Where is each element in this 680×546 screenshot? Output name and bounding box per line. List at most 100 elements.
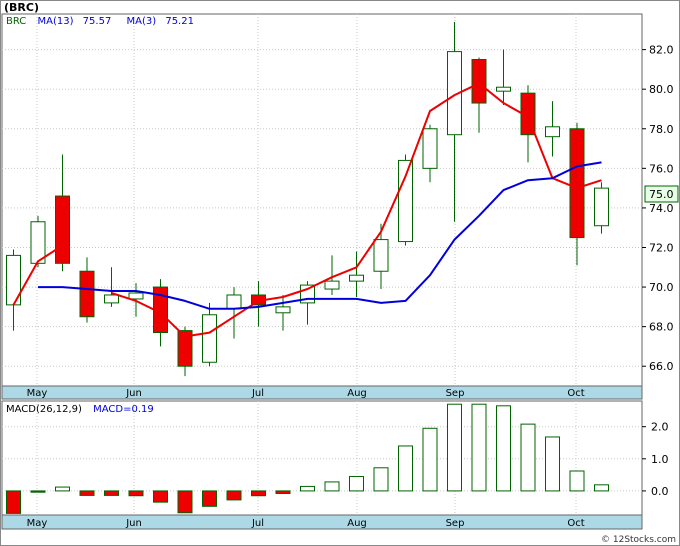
candle-body-24 [594, 187, 609, 227]
macd-tick-label-2: 2.0 [651, 421, 669, 434]
candle-body-22 [545, 126, 560, 138]
candle-24 [594, 182, 609, 234]
candle-body-2 [55, 195, 70, 264]
month-top-aug: Aug [347, 388, 367, 399]
macd-bar-17 [422, 427, 438, 492]
macd-legend-value: MACD=0.19 [93, 404, 154, 415]
candle-body-4 [104, 294, 119, 304]
price-tick-label-3: 72.0 [649, 241, 674, 254]
ma3-line [38, 161, 602, 310]
candle-body-5 [128, 292, 144, 300]
month-axis-bar-bottom [1, 514, 643, 530]
price-tick-label-2: 70.0 [649, 281, 674, 294]
month-labels-bottom: May Jun Jul Aug Sep Oct [27, 518, 585, 529]
macd-bar-21 [520, 423, 536, 492]
candle-16 [398, 154, 413, 246]
last-price-marker: 75.0 [644, 185, 679, 203]
candle-19 [471, 57, 487, 133]
month-bottom-aug: Aug [347, 518, 367, 529]
month-top-oct: Oct [567, 388, 584, 399]
price-tick-label-0: 66.0 [649, 360, 674, 373]
macd-legend-label: MACD(26,12,9) [6, 404, 82, 415]
macd-bar-8 [202, 490, 217, 507]
ticker-title: (BRC) [4, 1, 39, 14]
candlesticks [6, 21, 609, 377]
watermark: © 12Stocks.com [601, 535, 676, 545]
macd-tick-label-0: 0.0 [651, 485, 669, 498]
macd-bar-3 [79, 490, 95, 496]
month-bottom-jun: Jun [125, 518, 142, 529]
month-bottom-oct: Oct [567, 518, 584, 529]
month-axis-bar-top [1, 385, 643, 400]
macd-bar-11 [275, 490, 291, 494]
macd-bar-7 [177, 490, 193, 514]
macd-bar-23 [569, 470, 585, 492]
macd-tick-label-1: 1.0 [651, 453, 669, 466]
month-bottom-jul: Jul [251, 518, 264, 529]
macd-bar-14 [349, 475, 364, 492]
candle-15 [373, 223, 389, 290]
macd-bar-5 [128, 490, 144, 497]
legend-ma3: MA(3) [127, 16, 157, 27]
price-plot-area [1, 13, 643, 387]
ma13-line-1 [111, 82, 602, 338]
macd-legend: MACD(26,12,9) MACD=0.19 [6, 404, 154, 415]
macd-bar-15 [373, 467, 389, 492]
candle-18 [447, 21, 462, 222]
legend-ma3-value: 75.21 [165, 16, 194, 27]
candle-body-7 [177, 330, 193, 367]
candle-body-11 [275, 306, 291, 314]
price-tick-label-6: 78.0 [649, 123, 674, 136]
macd-bar-24 [594, 484, 609, 492]
last-price-label: 75.0 [649, 188, 674, 201]
month-labels-top: May Jun Jul Aug Sep Oct [27, 388, 585, 399]
price-tick-label-5: 76.0 [649, 162, 674, 175]
candle-body-9 [226, 294, 242, 310]
macd-axis: 0.0 1.0 2.0 [642, 421, 669, 498]
macd-bar-10 [251, 490, 266, 497]
candle-body-3 [79, 270, 95, 318]
candle-2 [55, 154, 70, 272]
moving-averages [12, 82, 602, 338]
month-bottom-may: May [27, 518, 48, 529]
macd-panel: 0.0 1.0 2.0 [1, 400, 669, 516]
macd-bar-13 [324, 481, 340, 492]
candle-3 [79, 257, 95, 323]
macd-bars [6, 403, 609, 514]
macd-bar-1 [30, 490, 46, 493]
candle-body-8 [202, 314, 217, 363]
price-tick-label-1: 68.0 [649, 321, 674, 334]
macd-bar-12 [300, 485, 315, 492]
price-axis: 66.0 68.0 70.0 72.0 74.0 76.0 78.0 80.0 82.0 [642, 44, 674, 373]
candle-body-19 [471, 59, 487, 104]
month-bottom-sep: Sep [446, 518, 465, 529]
price-tick-label-7: 80.0 [649, 83, 674, 96]
macd-bar-4 [104, 490, 119, 496]
macd-bar-19 [471, 403, 487, 492]
ma13-line-0 [12, 244, 64, 306]
candle-14 [349, 251, 364, 297]
candle-11 [275, 294, 291, 331]
candle-body-18 [447, 51, 462, 136]
candle-body-14 [349, 274, 364, 282]
legend-ma13: MA(13) [37, 16, 73, 27]
candle-body-23 [569, 128, 585, 239]
macd-bar-16 [398, 445, 413, 492]
month-top-may: May [27, 388, 48, 399]
candle-7 [177, 326, 193, 377]
macd-bar-9 [226, 490, 242, 501]
legend-ma13-value: 75.57 [83, 16, 112, 27]
macd-bar-22 [545, 436, 560, 492]
candle-body-13 [324, 280, 340, 290]
macd-bar-6 [153, 490, 168, 503]
candle-22 [545, 101, 560, 157]
macd-bar-18 [447, 403, 462, 492]
price-tick-label-8: 82.0 [649, 44, 674, 57]
candle-body-15 [373, 239, 389, 272]
month-top-sep: Sep [446, 388, 465, 399]
candle-1 [30, 215, 46, 268]
candle-20 [496, 49, 511, 106]
candle-body-20 [496, 86, 511, 92]
candle-23 [569, 122, 585, 266]
